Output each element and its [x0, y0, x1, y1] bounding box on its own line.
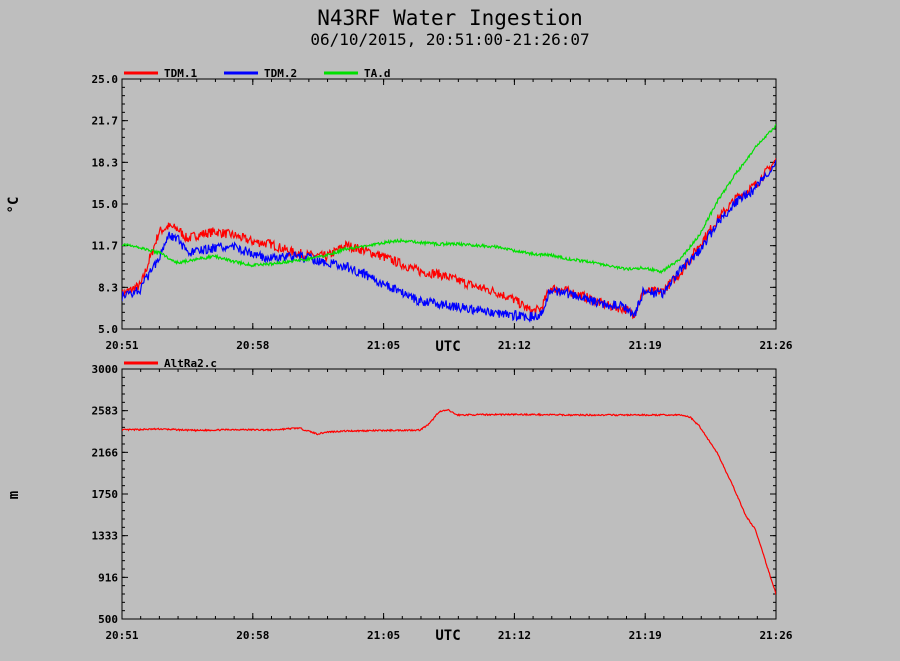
- y-axis-title: °C: [6, 197, 22, 214]
- y-tick-label: 18.3: [92, 156, 119, 169]
- legend-label: AltRa2.c: [164, 357, 217, 370]
- x-tick-label: 21:05: [367, 339, 400, 352]
- x-tick-label: 21:05: [367, 629, 400, 642]
- x-tick-label: 21:19: [629, 629, 662, 642]
- y-tick-label: 1750: [92, 488, 119, 501]
- y-tick-label: 8.3: [98, 281, 118, 294]
- legend-label: TA.d: [364, 67, 391, 80]
- y-tick-label: 5.0: [98, 323, 118, 336]
- x-tick-label: 21:12: [498, 629, 531, 642]
- y-tick-label: 11.7: [92, 240, 119, 253]
- series-line-ta-d: [122, 123, 776, 275]
- series-line-tdm-1: [122, 157, 776, 320]
- x-tick-label: 20:51: [105, 629, 138, 642]
- y-tick-label: 15.0: [92, 198, 119, 211]
- y-axis-title: m: [6, 491, 22, 499]
- y-tick-label: 25.0: [92, 73, 119, 86]
- y-tick-label: 2166: [92, 446, 119, 459]
- legend-label: TDM.2: [264, 67, 297, 80]
- series-line-altra2-c: [122, 408, 776, 595]
- x-tick-label: 21:26: [759, 339, 792, 352]
- y-tick-label: 2583: [92, 405, 119, 418]
- chart-title: N43RF Water Ingestion: [317, 6, 583, 30]
- plot-frame: [121, 78, 777, 330]
- y-tick-label: 916: [98, 571, 118, 584]
- x-tick-label: 21:26: [759, 629, 792, 642]
- x-tick-label: 20:58: [236, 629, 269, 642]
- legend-label: TDM.1: [164, 67, 197, 80]
- x-tick-label: 20:58: [236, 339, 269, 352]
- plot-frame: [121, 368, 777, 620]
- y-tick-label: 1333: [92, 530, 119, 543]
- chart-subtitle: 06/10/2015, 20:51:00-21:26:07: [310, 30, 589, 49]
- x-tick-label: 21:19: [629, 339, 662, 352]
- y-tick-label: 21.7: [92, 115, 119, 128]
- x-axis-title: UTC: [435, 339, 460, 355]
- y-tick-label: 3000: [92, 363, 119, 376]
- x-tick-label: 20:51: [105, 339, 138, 352]
- series-line-tdm-2: [122, 159, 776, 323]
- chart-panel-2: 3000 2583 2166 1750 1333 916 500 20:51 20:58 21:0…: [6, 357, 793, 644]
- chart-panel-1: 25.0 21.7 18.3 15.0 11.7 8.3 5.0 20:51 20:58 21:0…: [6, 67, 793, 355]
- y-tick-label: 500: [98, 613, 118, 626]
- x-tick-label: 21:12: [498, 339, 531, 352]
- x-axis-title: UTC: [435, 628, 460, 644]
